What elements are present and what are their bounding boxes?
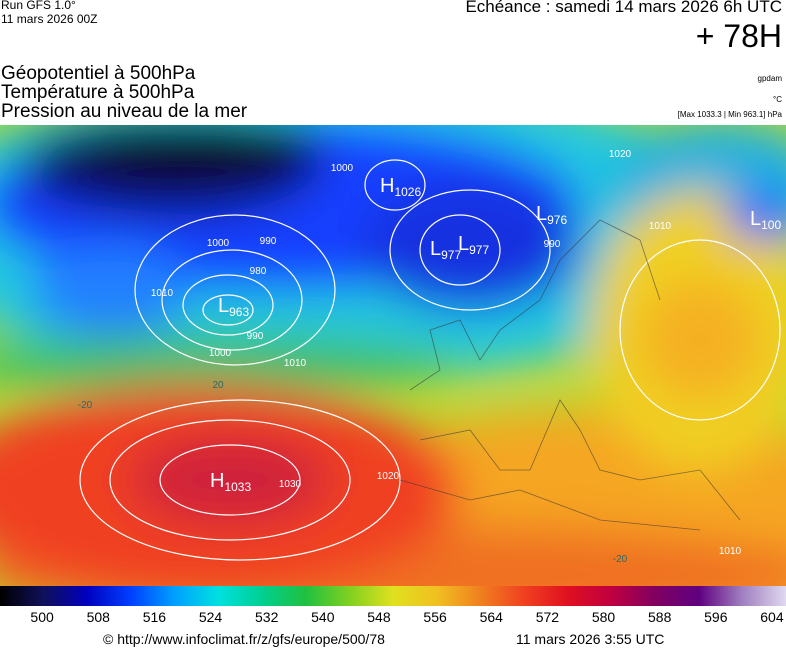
lead-time: + 78H — [695, 18, 782, 54]
scale-label: 580 — [591, 609, 616, 625]
center-letter: L — [218, 295, 229, 317]
contour-label: 1010 — [649, 221, 672, 232]
scale-label: 548 — [367, 609, 391, 625]
center-value: 963 — [229, 305, 249, 319]
center-value: 1026 — [394, 185, 421, 199]
scale-label: 572 — [535, 609, 560, 625]
extremes: [Max 1033.3 | Min 963.1] hPa — [677, 110, 782, 119]
run-date: 11 mars 2026 00Z — [1, 12, 98, 26]
center-value: 977 — [469, 243, 489, 257]
scale-label: 500 — [30, 609, 54, 625]
contour-label: 1020 — [609, 149, 632, 160]
run: Run GFS 1.0° — [1, 0, 76, 12]
center-letter: L — [430, 238, 441, 260]
contour-label: 1000 — [209, 348, 232, 359]
scale-label: 604 — [760, 609, 784, 625]
center-letter: H — [380, 175, 394, 197]
scale-label: 596 — [704, 609, 728, 625]
contour-label: 1000 — [207, 238, 230, 249]
scale-label: 524 — [198, 609, 223, 625]
field: Température à 500hPa — [1, 82, 195, 103]
scale-label: 564 — [479, 609, 503, 625]
scale-label: 588 — [647, 609, 672, 625]
scale-label: 532 — [254, 609, 279, 625]
contour-label: 1000 — [331, 163, 354, 174]
contour-label: 980 — [250, 266, 267, 277]
center-value: 977 — [441, 248, 461, 262]
contour-label: 1010 — [284, 358, 307, 369]
issue-time: 11 mars 2026 3:55 UTC — [516, 631, 665, 647]
contour-label: 1030 — [279, 479, 302, 490]
field: Géopotentiel à 500hPa — [1, 63, 196, 84]
pressure-center: L977 — [458, 233, 489, 257]
contour-label: -20 — [613, 554, 628, 565]
contour-label: 990 — [260, 236, 277, 247]
scale-label: 556 — [423, 609, 447, 625]
center-value: 1033 — [224, 480, 251, 494]
center-letter: H — [210, 470, 224, 492]
valid-time: Echéance : samedi 14 mars 2026 6h UTC — [465, 0, 782, 16]
contour-label: -20 — [78, 400, 93, 411]
source-url: © http://www.infoclimat.fr/z/gfs/europe/… — [103, 631, 385, 647]
contour-label: 1010 — [719, 546, 742, 557]
unit: gpdam — [757, 74, 782, 83]
pressure-center: L977 — [430, 238, 461, 262]
color-bar — [0, 586, 786, 606]
pressure-center: L976 — [536, 203, 567, 227]
center-letter: L — [458, 233, 469, 255]
center-value: 976 — [547, 213, 567, 227]
contour-label: 1010 — [151, 288, 174, 299]
pressure-center: H1033 — [210, 470, 251, 494]
scale-label: 516 — [142, 609, 167, 625]
contour-label: 990 — [247, 331, 264, 342]
contour-label: 20 — [212, 380, 224, 391]
scale-label: 540 — [311, 609, 335, 625]
pressure-center: L100 — [750, 208, 781, 232]
pressure-center: L963 — [218, 295, 249, 319]
center-letter: L — [536, 203, 547, 225]
unit: °C — [773, 95, 782, 104]
field: Pression au niveau de la mer — [1, 101, 248, 122]
center-letter: L — [750, 208, 761, 230]
center-value: 100 — [761, 218, 781, 232]
scale-label: 508 — [86, 609, 110, 625]
contour-label: 1020 — [377, 471, 400, 482]
contour-label: 990 — [544, 239, 561, 250]
pressure-center: H1026 — [380, 175, 421, 199]
